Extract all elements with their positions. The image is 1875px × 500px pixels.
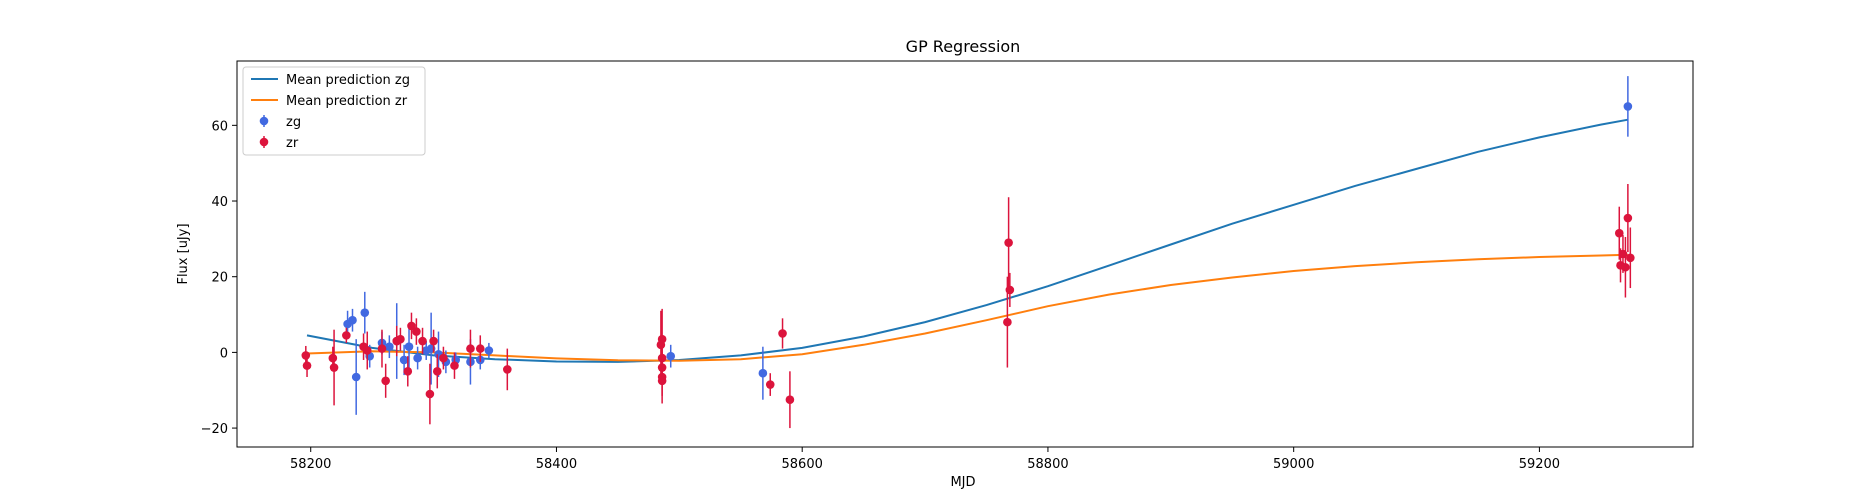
data-point bbox=[413, 353, 422, 363]
x-tick-label: 59200 bbox=[1519, 457, 1560, 472]
data-point bbox=[404, 342, 414, 352]
legend-marker-swatch bbox=[259, 116, 269, 126]
x-tick-label: 58600 bbox=[782, 457, 823, 472]
legend-label: zr bbox=[286, 136, 299, 151]
data-point bbox=[657, 334, 667, 344]
series-zg bbox=[343, 76, 1633, 415]
y-tick-label: 40 bbox=[211, 195, 228, 210]
data-point bbox=[778, 329, 787, 338]
data-point bbox=[450, 361, 459, 370]
mean-line-zg bbox=[306, 118, 1629, 363]
data-point bbox=[657, 376, 667, 386]
data-point bbox=[348, 315, 357, 325]
data-point bbox=[418, 336, 427, 346]
x-tick-label: 58400 bbox=[536, 457, 577, 472]
data-point bbox=[385, 342, 394, 352]
x-tick-label: 58800 bbox=[1027, 457, 1068, 472]
legend-label: Mean prediction zr bbox=[286, 94, 408, 109]
data-point bbox=[425, 389, 435, 399]
data-point bbox=[475, 344, 485, 353]
legend-label: zg bbox=[286, 115, 301, 130]
data-point bbox=[301, 351, 311, 360]
data-point bbox=[377, 344, 387, 353]
data-point bbox=[342, 331, 351, 340]
y-tick-label: 60 bbox=[211, 119, 228, 134]
data-point bbox=[302, 361, 312, 370]
y-tick-label: 0 bbox=[220, 346, 228, 361]
x-tick-label: 58200 bbox=[290, 457, 331, 472]
data-point bbox=[1623, 213, 1633, 223]
x-tick-label: 59000 bbox=[1273, 457, 1314, 472]
legend-label: Mean prediction zg bbox=[286, 73, 410, 88]
data-point bbox=[1003, 317, 1012, 327]
y-tick-label: 20 bbox=[211, 271, 228, 286]
data-point bbox=[362, 346, 372, 355]
data-point bbox=[439, 353, 448, 363]
data-point bbox=[1623, 102, 1633, 111]
data-point bbox=[432, 367, 442, 376]
data-point bbox=[484, 346, 494, 355]
data-point bbox=[360, 308, 370, 317]
legend: Mean prediction zg Mean prediction zr zg zr bbox=[242, 66, 426, 156]
legend-box bbox=[242, 66, 426, 156]
y-tick-label: −20 bbox=[201, 422, 228, 437]
data-point bbox=[1004, 238, 1013, 247]
x-axis-label: MJD bbox=[950, 475, 975, 490]
data-point bbox=[329, 363, 339, 372]
x-axis: 58200 58400 58600 58800 59000 59200 bbox=[290, 447, 1560, 472]
data-point bbox=[503, 365, 512, 374]
data-point bbox=[785, 395, 795, 404]
data-point bbox=[328, 353, 338, 363]
data-point bbox=[403, 367, 413, 376]
data-point bbox=[758, 368, 768, 378]
data-point bbox=[765, 380, 775, 389]
data-point bbox=[407, 321, 416, 331]
data-point bbox=[1621, 262, 1630, 272]
data-point bbox=[351, 372, 361, 382]
data-point bbox=[412, 327, 421, 336]
plot-frame bbox=[236, 60, 1694, 448]
data-point bbox=[1005, 285, 1015, 295]
data-point bbox=[466, 344, 475, 353]
y-axis: −20 0 20 40 60 bbox=[201, 119, 237, 437]
data-point bbox=[1614, 228, 1624, 238]
legend-marker-swatch bbox=[259, 137, 269, 147]
data-point bbox=[381, 376, 390, 386]
series-zr bbox=[301, 183, 1635, 429]
mean-line-zr bbox=[306, 253, 1628, 362]
plot-area bbox=[301, 76, 1635, 429]
data-point bbox=[396, 334, 405, 344]
data-point bbox=[1626, 253, 1635, 263]
y-axis-label: Flux [uJy] bbox=[176, 223, 191, 284]
data-point bbox=[666, 351, 676, 361]
data-point bbox=[429, 336, 438, 346]
chart-title: GP Regression bbox=[906, 37, 1021, 56]
data-point bbox=[399, 355, 409, 365]
